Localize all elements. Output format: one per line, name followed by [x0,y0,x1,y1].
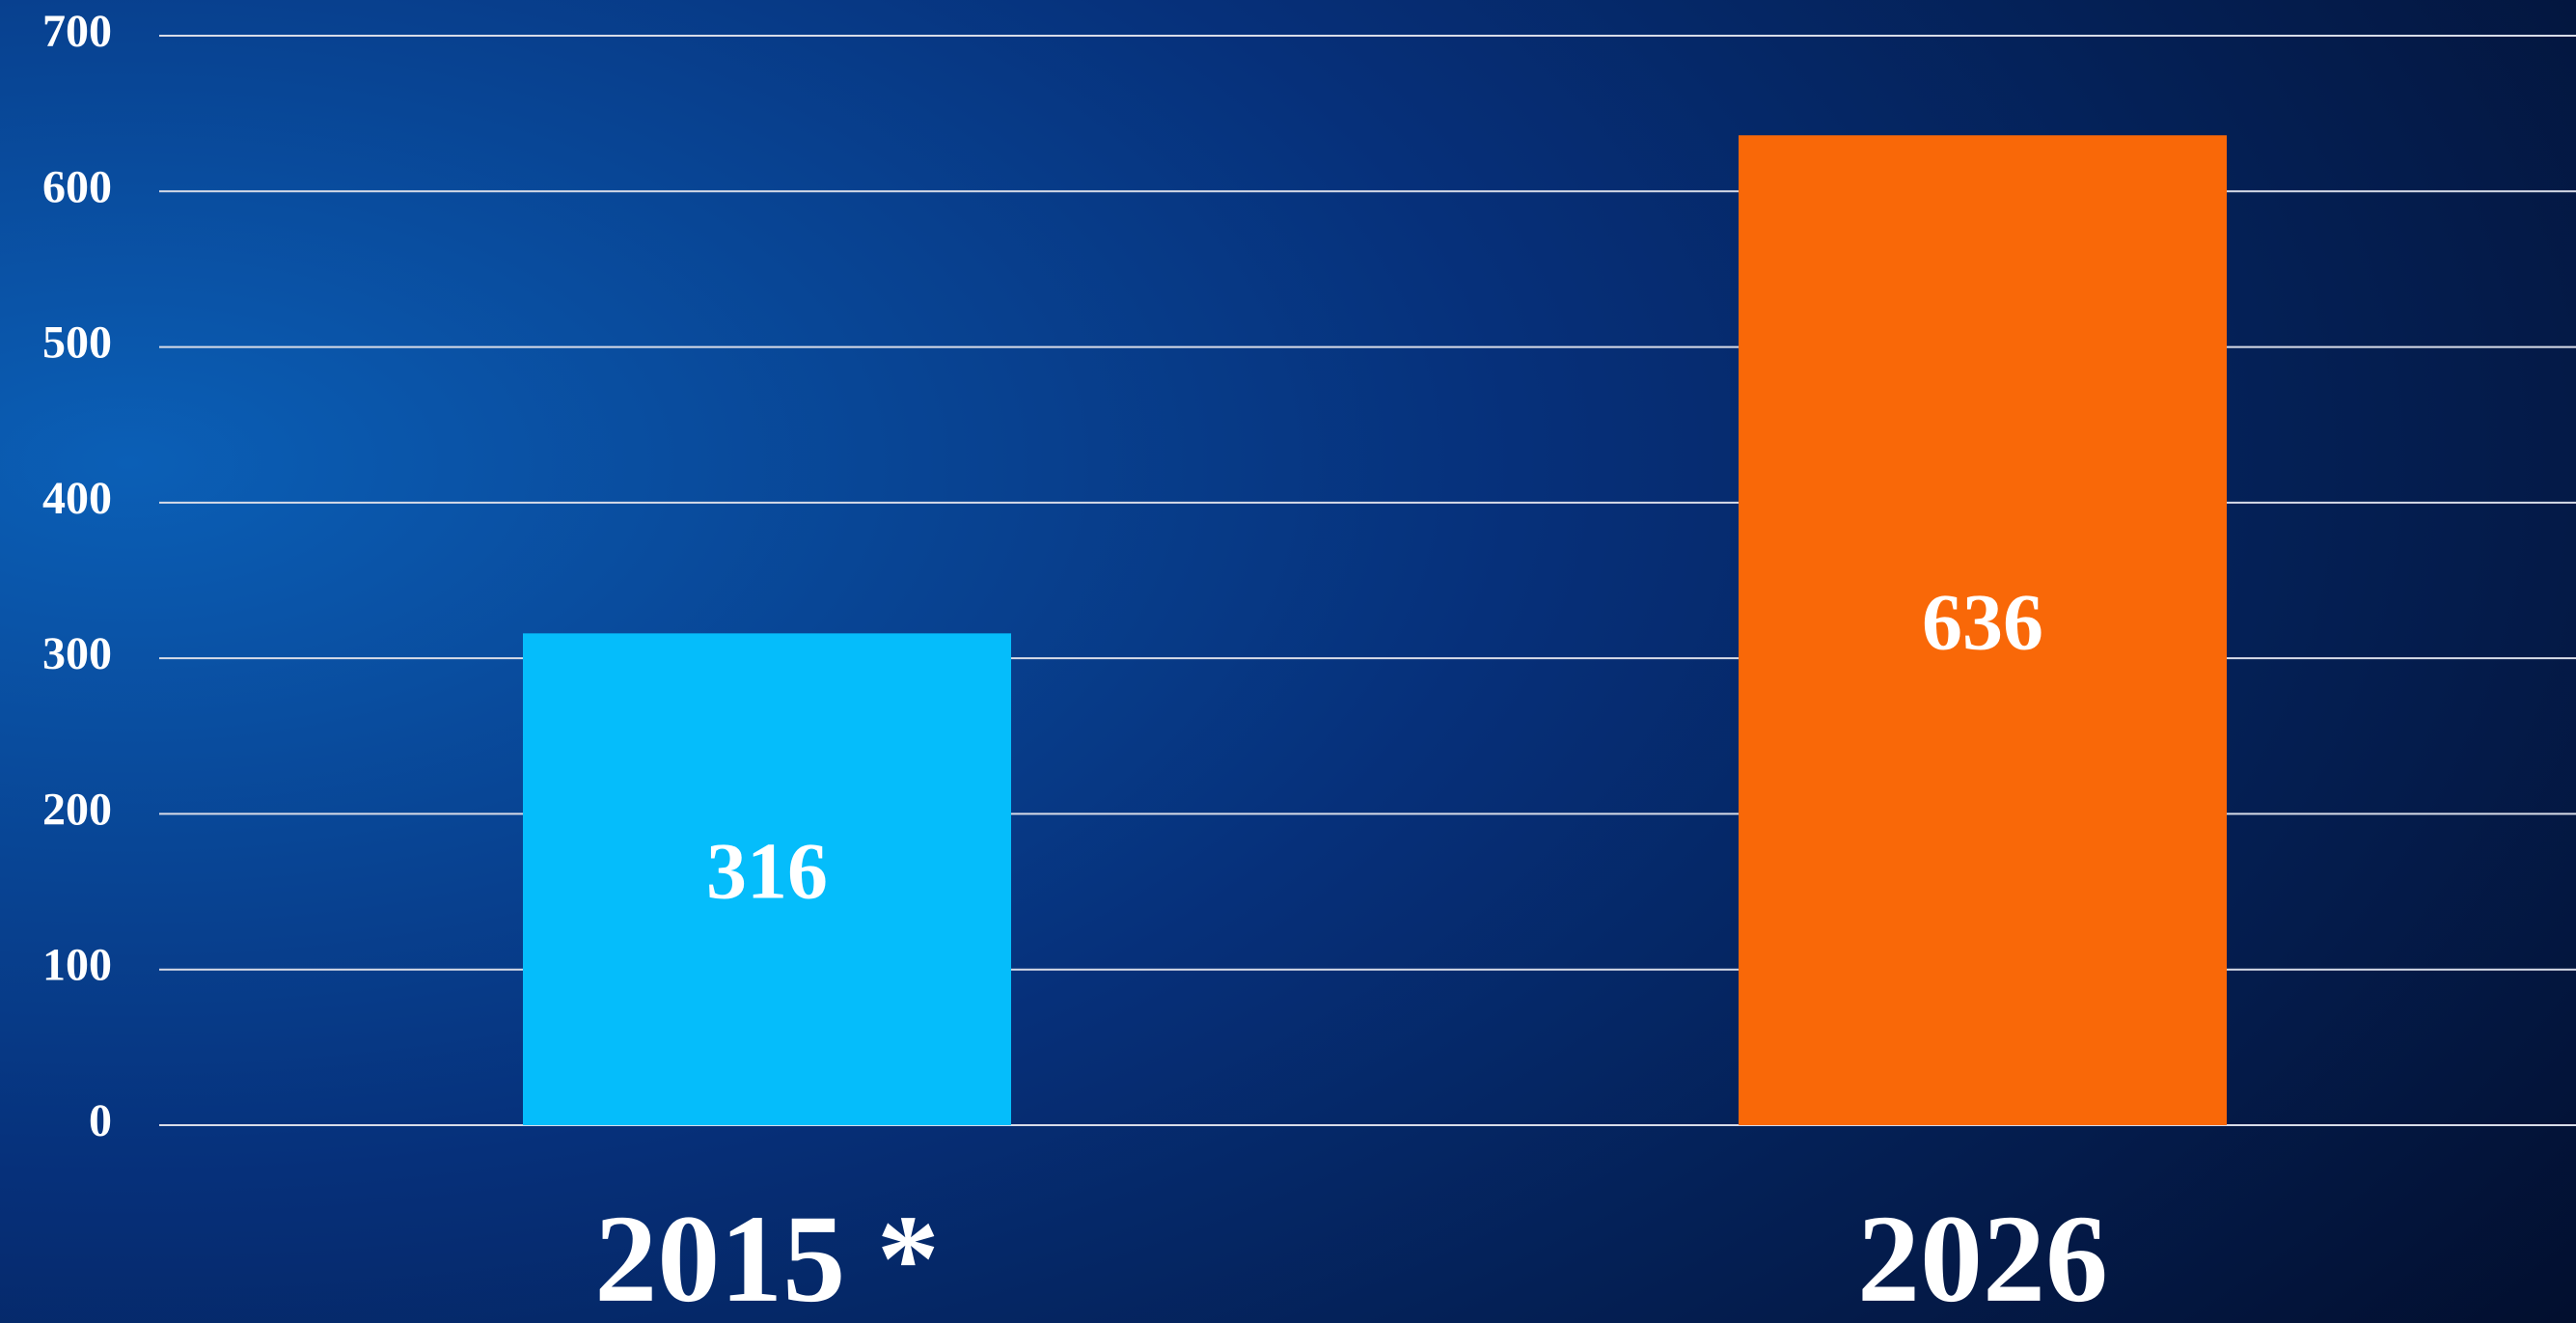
y-tick-label: 600 [42,161,112,212]
y-tick-label: 700 [42,6,112,57]
y-tick-label: 0 [89,1095,112,1146]
y-tick-label: 200 [42,784,112,835]
x-tick-label: 2026 [1857,1190,2108,1323]
y-tick-label: 400 [42,473,112,524]
y-tick-label: 300 [42,628,112,679]
x-tick-label: 2015 * [594,1190,940,1323]
y-tick-label: 500 [42,317,112,369]
bar [523,633,1011,1125]
data-label: 636 [1922,577,2043,667]
y-tick-label: 100 [42,940,112,991]
bar [1739,135,2227,1125]
data-label: 316 [706,826,828,916]
